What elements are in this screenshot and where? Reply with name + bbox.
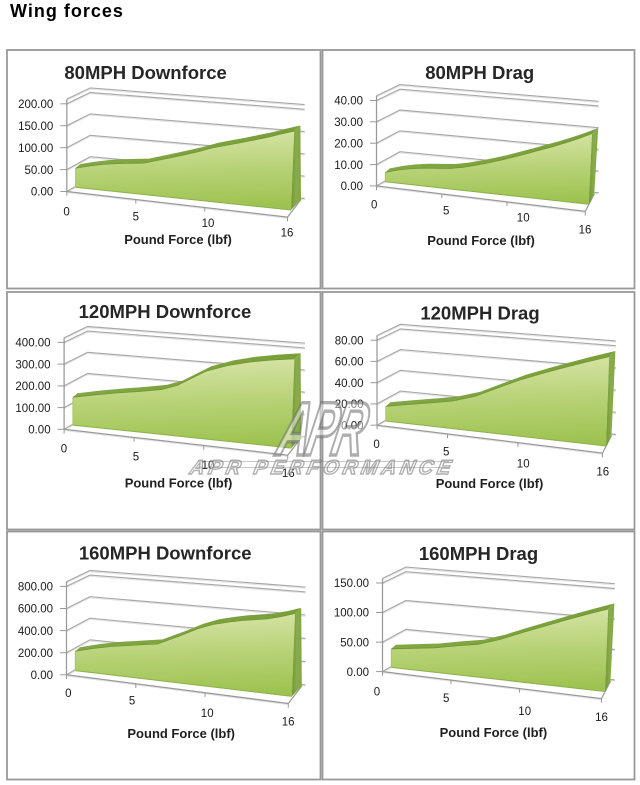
svg-text:60.00: 60.00 xyxy=(335,357,364,369)
svg-text:Pound Force (lbf): Pound Force (lbf) xyxy=(125,476,233,491)
svg-text:300.00: 300.00 xyxy=(15,359,50,371)
svg-text:5: 5 xyxy=(443,693,449,705)
svg-text:0.00: 0.00 xyxy=(28,425,50,437)
svg-text:20.00: 20.00 xyxy=(334,138,363,150)
svg-text:50.00: 50.00 xyxy=(340,637,369,649)
svg-text:20.00: 20.00 xyxy=(335,399,364,411)
svg-text:16: 16 xyxy=(596,467,609,479)
svg-text:120MPH Drag: 120MPH Drag xyxy=(420,302,539,323)
svg-text:5: 5 xyxy=(133,451,139,463)
svg-text:160MPH Drag: 160MPH Drag xyxy=(419,543,538,564)
svg-text:10: 10 xyxy=(202,218,215,230)
svg-text:200.00: 200.00 xyxy=(18,648,53,660)
svg-text:150.00: 150.00 xyxy=(334,578,369,590)
svg-text:0: 0 xyxy=(63,206,69,218)
svg-text:Pound Force (lbf): Pound Force (lbf) xyxy=(436,476,544,491)
svg-text:APR PERFORMANCE: APR PERFORMANCE xyxy=(187,457,457,479)
svg-text:16: 16 xyxy=(281,228,294,240)
svg-text:120MPH Downforce: 120MPH Downforce xyxy=(79,301,252,322)
svg-text:10: 10 xyxy=(517,213,530,225)
svg-text:0.00: 0.00 xyxy=(31,187,53,199)
svg-text:0: 0 xyxy=(371,199,377,211)
svg-text:80.00: 80.00 xyxy=(335,335,364,347)
svg-text:Pound Force (lbf): Pound Force (lbf) xyxy=(440,725,548,740)
svg-text:100.00: 100.00 xyxy=(18,143,53,155)
svg-text:0.00: 0.00 xyxy=(341,181,363,193)
svg-text:0: 0 xyxy=(61,443,67,455)
svg-text:80MPH Drag: 80MPH Drag xyxy=(425,62,534,83)
svg-text:Pound Force (lbf): Pound Force (lbf) xyxy=(127,726,235,741)
svg-text:10: 10 xyxy=(202,460,215,472)
svg-text:200.00: 200.00 xyxy=(18,99,53,111)
svg-text:16: 16 xyxy=(595,712,608,724)
svg-text:0: 0 xyxy=(65,688,71,700)
svg-text:800.00: 800.00 xyxy=(18,582,53,594)
svg-text:10: 10 xyxy=(201,708,214,720)
svg-text:16: 16 xyxy=(579,225,592,237)
svg-text:400.00: 400.00 xyxy=(15,338,50,350)
svg-text:100.00: 100.00 xyxy=(15,403,50,415)
svg-text:40.00: 40.00 xyxy=(335,378,364,390)
svg-text:16: 16 xyxy=(282,717,295,729)
svg-text:5: 5 xyxy=(443,205,449,217)
svg-text:0.00: 0.00 xyxy=(341,420,363,432)
svg-text:16: 16 xyxy=(282,468,295,480)
svg-text:5: 5 xyxy=(443,446,449,458)
svg-text:30.00: 30.00 xyxy=(334,117,363,129)
svg-text:0: 0 xyxy=(373,439,379,451)
svg-text:5: 5 xyxy=(129,696,135,708)
svg-text:0: 0 xyxy=(374,686,380,698)
svg-text:600.00: 600.00 xyxy=(18,604,53,616)
svg-text:10: 10 xyxy=(518,706,531,718)
svg-text:10.00: 10.00 xyxy=(334,160,363,172)
svg-text:100.00: 100.00 xyxy=(334,608,369,620)
svg-text:160MPH Downforce: 160MPH Downforce xyxy=(79,543,252,564)
svg-text:40.00: 40.00 xyxy=(334,96,363,108)
svg-text:400.00: 400.00 xyxy=(18,626,53,638)
svg-text:200.00: 200.00 xyxy=(15,381,50,393)
svg-text:Pound Force (lbf): Pound Force (lbf) xyxy=(427,233,535,248)
svg-text:5: 5 xyxy=(133,212,139,224)
svg-text:10: 10 xyxy=(517,459,530,471)
svg-text:0.00: 0.00 xyxy=(347,667,369,679)
svg-text:0.00: 0.00 xyxy=(31,670,53,682)
svg-text:Pound Force (lbf): Pound Force (lbf) xyxy=(124,232,232,247)
svg-text:150.00: 150.00 xyxy=(18,121,53,133)
svg-text:80MPH Downforce: 80MPH Downforce xyxy=(64,62,226,83)
svg-text:50.00: 50.00 xyxy=(25,165,54,177)
